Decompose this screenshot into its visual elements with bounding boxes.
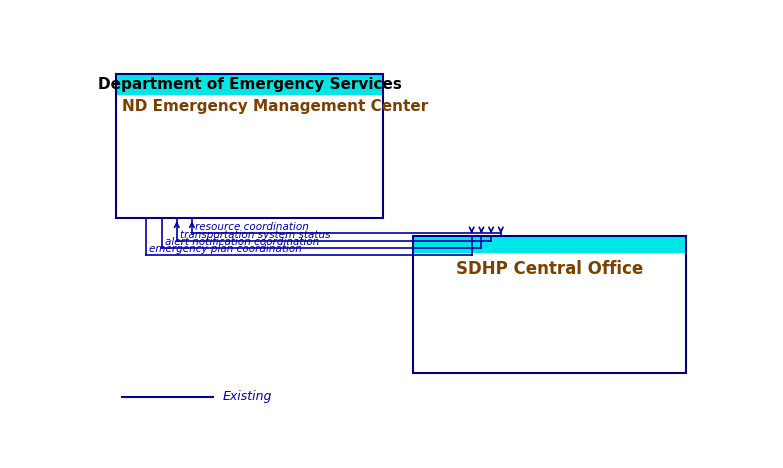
Text: resource coordination: resource coordination [195,222,309,233]
Bar [116,74,383,95]
Bar [413,236,687,253]
Text: emergency plan coordination: emergency plan coordination [150,244,302,254]
Bar [116,74,383,218]
Text: Department of Emergency Services: Department of Emergency Services [98,77,402,92]
Text: alert notification coordination: alert notification coordination [164,237,319,247]
Text: transportation system status: transportation system status [180,230,330,240]
Bar [413,236,687,373]
Bar [116,74,383,218]
Text: ND Emergency Management Center: ND Emergency Management Center [122,99,428,114]
Text: SDHP Central Office: SDHP Central Office [456,260,644,278]
Text: Existing: Existing [222,390,272,403]
Bar [413,236,687,373]
